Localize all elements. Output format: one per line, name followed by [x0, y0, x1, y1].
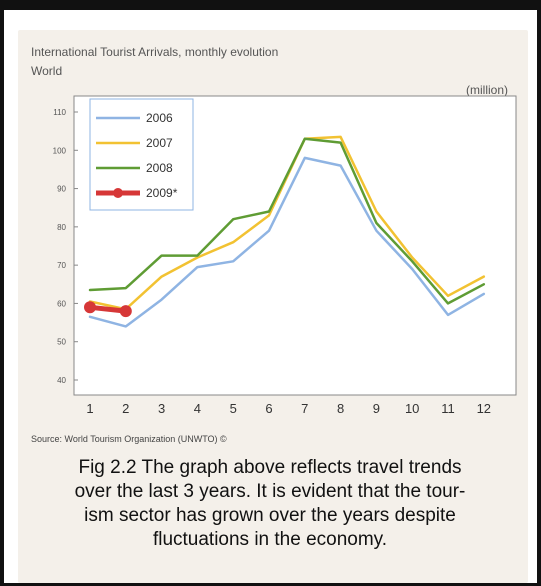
y-tick-label: 80 — [57, 223, 66, 232]
x-tick-label: 1 — [86, 401, 93, 416]
x-tick-label: 7 — [301, 401, 308, 416]
legend-label: 2009* — [146, 186, 178, 200]
y-tick-label: 60 — [57, 299, 66, 308]
legend: 2006 2007 2008 2009* — [89, 98, 194, 211]
y-tick-label: 70 — [57, 261, 66, 270]
y-tick-label: 100 — [53, 146, 67, 155]
caption-line-3: ism sector has grown over the years desp… — [84, 505, 456, 526]
y-tick-label: 110 — [53, 108, 66, 117]
chart-subtitle: World — [31, 64, 62, 78]
y-axis: 40 50 60 70 80 90 100 110 — [53, 108, 78, 385]
x-axis: 1 2 3 4 5 6 7 8 9 10 11 12 — [86, 401, 491, 416]
legend-label: 2007 — [146, 136, 173, 150]
caption-line-1: Fig 2.2 The graph above reflects travel … — [78, 457, 462, 478]
x-tick-label: 2 — [122, 401, 129, 416]
x-tick-label: 11 — [441, 401, 455, 416]
y-tick-label: 50 — [57, 338, 66, 347]
series-lines — [84, 135, 486, 328]
x-tick-label: 12 — [477, 401, 491, 416]
series-line-2008 — [88, 137, 486, 305]
chart-title: International Tourist Arrivals, monthly … — [31, 45, 278, 59]
caption-line-2: over the last 3 years. It is evident tha… — [74, 481, 466, 502]
y-tick-label: 40 — [57, 376, 66, 385]
series-line-2006 — [88, 156, 486, 328]
legend-label: 2008 — [146, 161, 173, 175]
x-tick-label: 5 — [230, 401, 237, 416]
x-tick-label: 8 — [337, 401, 344, 416]
x-tick-label: 6 — [265, 401, 272, 416]
x-tick-label: 3 — [158, 401, 165, 416]
x-tick-label: 9 — [373, 401, 380, 416]
series-point-2009 — [119, 305, 132, 318]
source-note: Source: World Tourism Organization (UNWT… — [31, 434, 227, 444]
y-tick-label: 90 — [57, 185, 66, 194]
unit-label: (million) — [466, 83, 508, 97]
legend-label: 2006 — [146, 111, 173, 125]
x-tick-label: 4 — [194, 401, 201, 416]
caption-line-4: fluctuations in the economy. — [152, 529, 388, 550]
x-tick-label: 10 — [405, 401, 419, 416]
legend-marker — [113, 188, 123, 198]
series-point-2009 — [84, 301, 96, 314]
